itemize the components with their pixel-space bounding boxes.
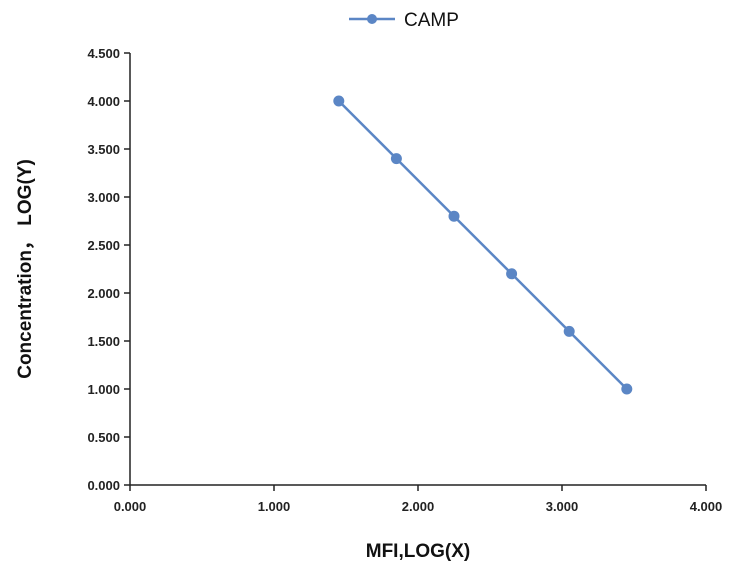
x-axis-title: MFI,LOG(X)	[366, 541, 470, 562]
data-point	[448, 210, 460, 222]
legend-label-camp: CAMP	[404, 10, 459, 31]
y-tick-label: 2.500	[87, 238, 120, 253]
x-tick-label: 0.000	[114, 499, 147, 514]
data-point	[390, 153, 402, 165]
legend-marker	[367, 14, 377, 24]
x-tick-label: 3.000	[546, 499, 579, 514]
y-tick-label: 0.500	[87, 430, 120, 445]
y-tick-label: 0.000	[87, 478, 120, 493]
y-ticks: 0.000 0.500 1.000 1.500 2.000 2.500 3.000 3.500…	[87, 46, 130, 493]
x-tick-label: 1.000	[258, 499, 291, 514]
y-axis-title: Concentration， LOG(Y)	[15, 159, 36, 379]
y-tick-label: 1.000	[87, 382, 120, 397]
legend: CAMP	[349, 10, 459, 31]
y-tick-label: 1.500	[87, 334, 120, 349]
series-layer	[333, 95, 633, 395]
series-line-camp	[337, 100, 628, 390]
y-tick-label: 2.000	[87, 286, 120, 301]
data-point	[506, 268, 518, 280]
y-tick-label: 4.500	[87, 46, 120, 61]
data-point	[563, 325, 575, 337]
data-point	[621, 383, 633, 395]
data-point	[333, 95, 345, 107]
y-tick-label: 4.000	[87, 94, 120, 109]
y-tick-label: 3.500	[87, 142, 120, 157]
y-tick-label: 3.000	[87, 190, 120, 205]
x-tick-label: 2.000	[402, 499, 435, 514]
x-ticks: 0.000 1.000 2.000 3.000 4.000	[114, 485, 723, 514]
x-tick-label: 4.000	[690, 499, 723, 514]
